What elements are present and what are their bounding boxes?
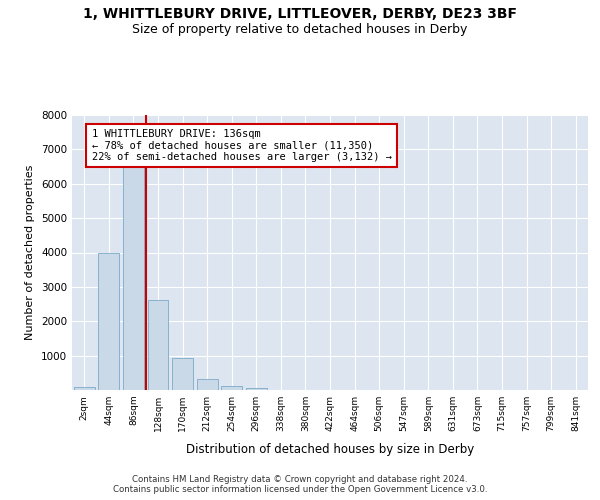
Bar bbox=[98, 253, 119, 390]
Bar bbox=[197, 378, 218, 390]
Bar bbox=[123, 163, 144, 390]
Bar bbox=[74, 387, 95, 390]
Text: Distribution of detached houses by size in Derby: Distribution of detached houses by size … bbox=[186, 442, 474, 456]
Text: 1, WHITTLEBURY DRIVE, LITTLEOVER, DERBY, DE23 3BF: 1, WHITTLEBURY DRIVE, LITTLEOVER, DERBY,… bbox=[83, 8, 517, 22]
Bar bbox=[246, 388, 267, 390]
Bar bbox=[172, 358, 193, 390]
Bar bbox=[148, 300, 169, 390]
Bar bbox=[221, 386, 242, 390]
Text: Size of property relative to detached houses in Derby: Size of property relative to detached ho… bbox=[133, 22, 467, 36]
Y-axis label: Number of detached properties: Number of detached properties bbox=[25, 165, 35, 340]
Text: 1 WHITTLEBURY DRIVE: 136sqm
← 78% of detached houses are smaller (11,350)
22% of: 1 WHITTLEBURY DRIVE: 136sqm ← 78% of det… bbox=[92, 128, 392, 162]
Text: Contains HM Land Registry data © Crown copyright and database right 2024.
Contai: Contains HM Land Registry data © Crown c… bbox=[113, 474, 487, 494]
